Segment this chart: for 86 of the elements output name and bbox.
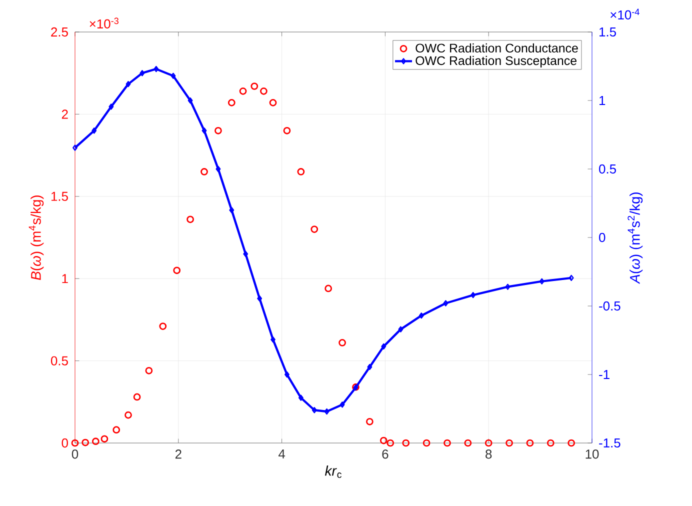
point (270, 336, 276, 343)
x-tick-label: 8 (486, 450, 492, 459)
x-tick-label: 0 (72, 450, 78, 459)
point (228, 99, 236, 106)
point (159, 322, 167, 330)
point (324, 408, 330, 415)
x-tick-label: 4 (278, 450, 286, 458)
y-axis-title: B(ω) (m$^{4}$s/kg) (28, 195, 44, 280)
x-tick-label: 10 (586, 450, 599, 459)
text: ×10$^{-3}$ (90, 18, 118, 28)
point (82, 438, 90, 446)
point (505, 284, 510, 290)
point (260, 87, 268, 95)
point (367, 364, 372, 370)
point (170, 72, 176, 79)
y-tick-label: 1.5 (51, 192, 68, 201)
point (418, 312, 424, 319)
y2-tick-label: -1.5 (599, 438, 620, 448)
point (422, 439, 430, 447)
point (112, 426, 120, 434)
point (250, 82, 258, 90)
point (92, 128, 97, 134)
point (324, 284, 332, 292)
point (126, 80, 131, 88)
point (568, 439, 576, 447)
x-tick-label: 6 (382, 450, 388, 459)
text: ×10$^{-4}$ (610, 8, 640, 20)
y-tick-label: 0 (62, 438, 68, 448)
y2-tick-label: 0 (599, 232, 606, 242)
point (188, 97, 193, 104)
x-tick-label: 2 (175, 450, 182, 459)
point (154, 66, 159, 72)
point (470, 292, 476, 298)
legend-label: OWC Radiation Conductance (416, 43, 578, 53)
point (310, 226, 318, 233)
y-tick-label: 2.5 (51, 27, 68, 37)
point (214, 126, 222, 134)
point (145, 366, 153, 374)
y-tick-label: 2 (62, 110, 68, 119)
point (173, 266, 181, 274)
point (484, 439, 492, 447)
y2-tick-label: 0.5 (599, 164, 616, 174)
point (340, 402, 345, 408)
legend-label: OWC Radiation Susceptance (416, 56, 577, 68)
point (443, 300, 448, 306)
y-tick-label: 1 (62, 274, 68, 284)
point (239, 87, 247, 95)
point (526, 439, 534, 447)
point (200, 168, 208, 176)
point (366, 418, 374, 426)
point (133, 393, 141, 401)
point (229, 207, 234, 214)
point (464, 439, 472, 447)
point (546, 439, 554, 447)
point (202, 128, 207, 134)
point (124, 411, 132, 419)
y-tick-label: 0.5 (50, 356, 68, 366)
point (402, 439, 410, 447)
point (297, 168, 305, 176)
point (186, 216, 194, 224)
point (386, 439, 394, 447)
y2-tick-label: -0.5 (599, 301, 620, 311)
x-axis-title: kr$_{c}$ (325, 466, 342, 478)
point (92, 438, 100, 446)
point (312, 407, 317, 414)
point (216, 166, 221, 172)
point (257, 295, 262, 302)
point (444, 439, 451, 447)
point (140, 70, 145, 76)
point (338, 339, 346, 346)
point (283, 126, 291, 134)
y2-tick-label: 1 (600, 96, 606, 105)
point (506, 439, 513, 447)
point (298, 394, 304, 401)
point (398, 326, 404, 332)
point (243, 250, 248, 258)
point (269, 99, 277, 106)
point (381, 343, 386, 350)
point (380, 436, 388, 444)
y2-tick-label: 1.5 (600, 27, 616, 37)
point (108, 104, 114, 110)
point (539, 278, 544, 284)
point (100, 435, 108, 443)
y2-axis-title: A(ω) (m$^{4}$s$^{2}$/kg) (628, 192, 643, 284)
y2-tick-label: -1 (599, 370, 610, 379)
point (284, 371, 290, 378)
